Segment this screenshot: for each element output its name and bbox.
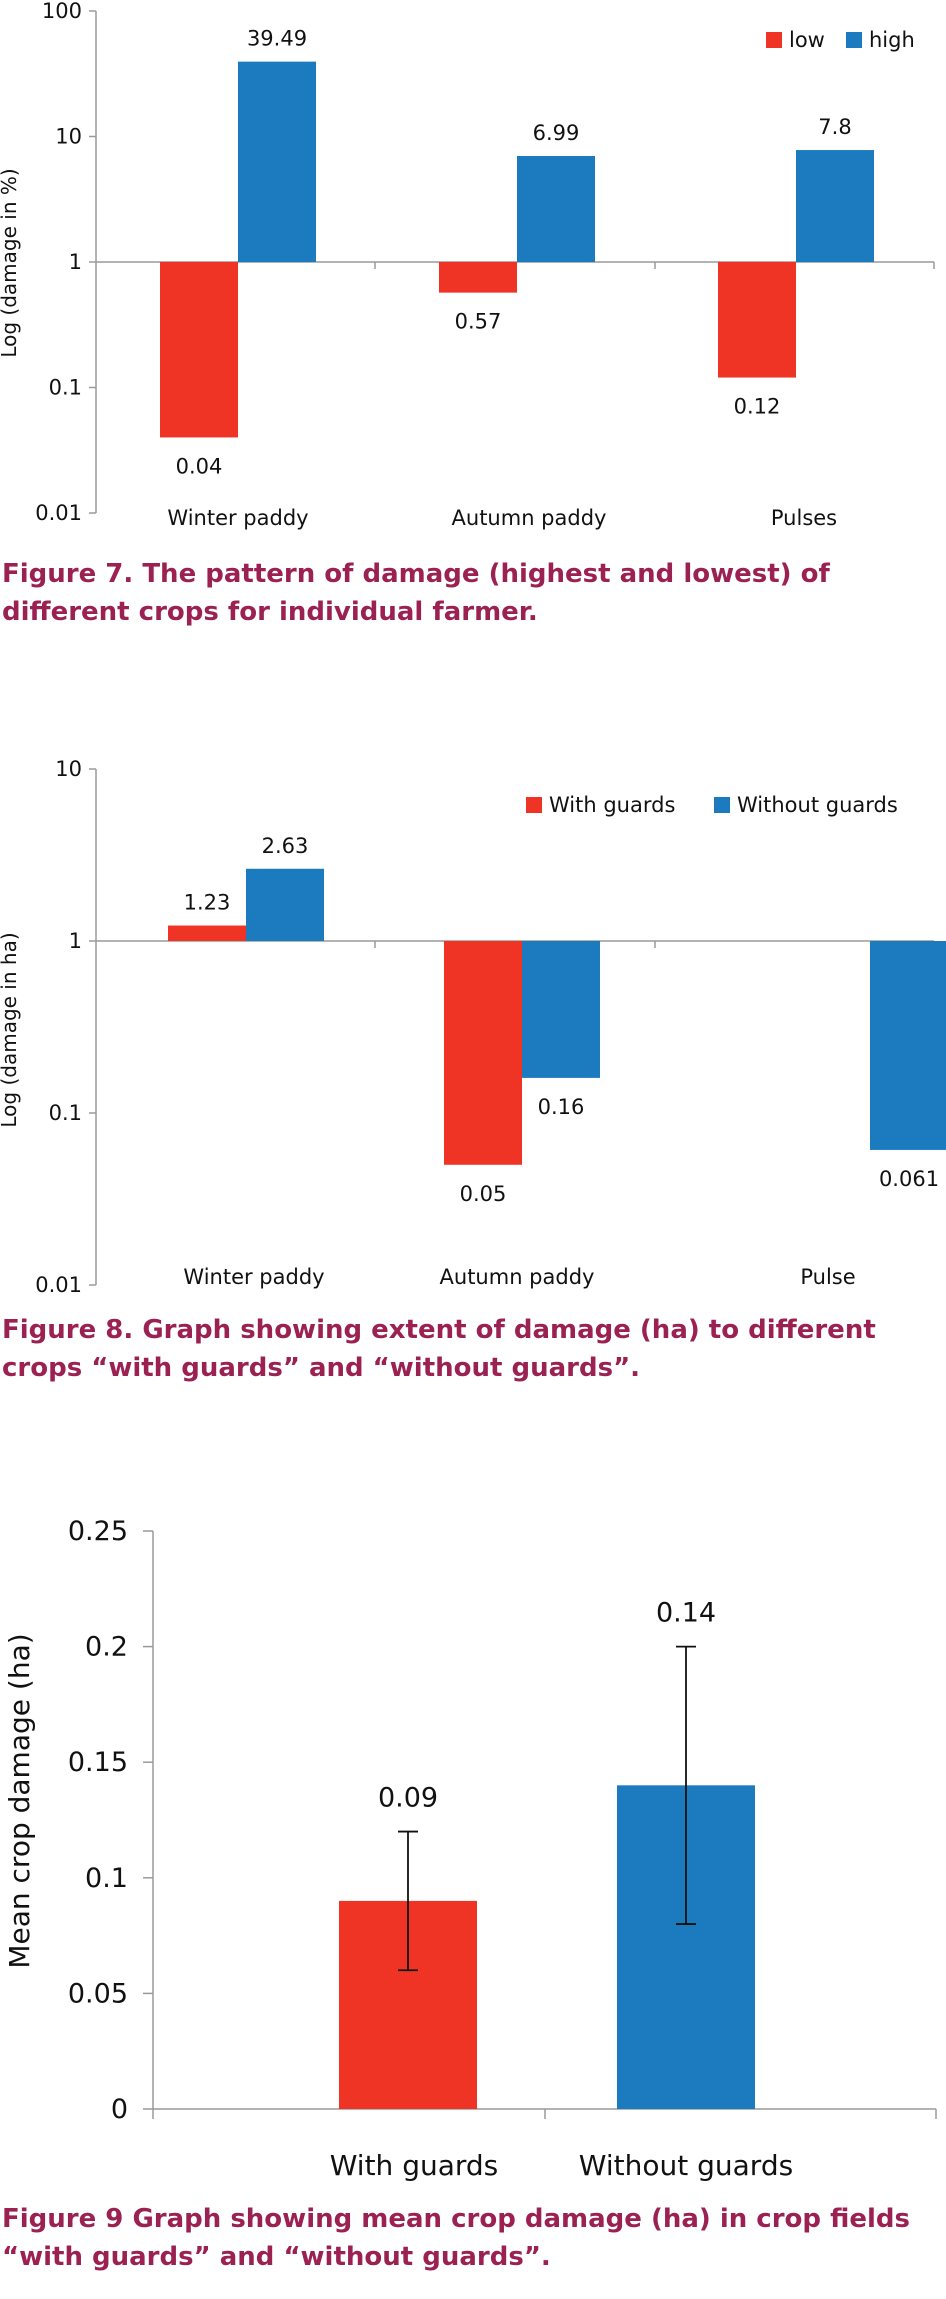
legend-swatch-low — [766, 32, 782, 48]
figure-7: 0.01 0.1 1 10 100 Log (damage in %) 0.04 0.57 0.… — [0, 0, 946, 660]
data-label: 0.061 — [879, 1167, 939, 1191]
category-label: Autumn paddy — [452, 506, 607, 530]
y-axis-title: Mean crop damage (ha) — [3, 1633, 36, 1968]
legend-swatch-without-guards — [714, 797, 730, 813]
y-tick-label: 0.1 — [85, 1863, 128, 1894]
legend-label: With guards — [549, 793, 675, 817]
figure-7-caption: Figure 7. The pattern of damage (highest… — [2, 559, 830, 627]
data-label: 2.63 — [262, 834, 309, 858]
figure-8: 0.01 0.1 1 10 Log (damage in ha) 1.23 0.05 2.63… — [0, 740, 946, 1420]
y-tick-label: 0.1 — [49, 376, 82, 400]
y-axis-title: Log (damage in %) — [0, 168, 21, 357]
legend-label: high — [869, 28, 915, 52]
data-label: 0.12 — [734, 395, 781, 419]
y-tick-label: 10 — [55, 757, 82, 781]
data-label: 0.09 — [378, 1783, 438, 1814]
y-tick-label: 0.15 — [68, 1747, 128, 1778]
y-tick-label: 0.2 — [85, 1632, 128, 1663]
figure-8-caption: Figure 8. Graph showing extent of damage… — [2, 1315, 876, 1383]
category-label: Autumn paddy — [440, 1265, 595, 1289]
y-tick-label: 1 — [69, 250, 82, 274]
data-label: 0.05 — [460, 1182, 507, 1206]
data-label: 0.16 — [538, 1095, 585, 1119]
y-axis-title: Log (damage in ha) — [0, 932, 21, 1127]
data-label: 7.8 — [818, 115, 851, 139]
data-label: 0.57 — [455, 310, 502, 334]
y-tick-label: 10 — [55, 125, 82, 149]
y-tick-label: 0.01 — [35, 1273, 82, 1297]
bar-without-guards — [870, 941, 946, 1150]
y-tick-label: 0.25 — [68, 1516, 128, 1547]
bar-high — [238, 61, 316, 262]
category-label: Without guards — [579, 2149, 793, 2182]
y-tick-label: 0 — [111, 2094, 128, 2125]
bar-low — [439, 262, 517, 293]
bar-high — [796, 150, 874, 262]
data-label: 0.14 — [656, 1598, 716, 1629]
legend-swatch-with-guards — [526, 797, 542, 813]
data-label: 6.99 — [533, 121, 580, 145]
bar-high — [517, 156, 595, 262]
figure-7-chart: 0.01 0.1 1 10 100 Log (damage in %) 0.04 0.57 0.… — [0, 0, 935, 530]
category-label: Winter paddy — [183, 1265, 324, 1289]
y-tick-label: 100 — [42, 0, 82, 23]
category-label: With guards — [330, 2149, 499, 2182]
category-label: Pulse — [800, 1265, 855, 1289]
figure-9-chart: 0 0.05 0.1 0.15 0.2 0.25 Mean crop damage (ha)… — [3, 1516, 937, 2182]
data-label: 0.04 — [176, 454, 223, 478]
data-label: 39.49 — [247, 27, 307, 51]
figure-9: 0 0.05 0.1 0.15 0.2 0.25 Mean crop damage (ha)… — [0, 1500, 946, 2280]
category-label: Winter paddy — [167, 506, 308, 530]
bar-with-guards — [168, 925, 246, 941]
figure-8-chart: 0.01 0.1 1 10 Log (damage in ha) 1.23 0.05 2.63… — [0, 757, 946, 1297]
legend-label: low — [789, 28, 825, 52]
legend-swatch-high — [846, 32, 862, 48]
bar-with-guards — [444, 941, 522, 1165]
legend-label: Without guards — [737, 793, 898, 817]
y-tick-label: 0.05 — [68, 1978, 128, 2009]
data-label: 1.23 — [184, 891, 231, 915]
bar-low — [718, 262, 796, 378]
bar-without-guards — [246, 868, 324, 941]
y-tick-label: 1 — [69, 929, 82, 953]
bar-low — [160, 262, 238, 438]
category-label: Pulses — [771, 506, 837, 530]
y-tick-label: 0.1 — [49, 1101, 82, 1125]
figure-9-caption: Figure 9 Graph showing mean crop damage … — [2, 2204, 910, 2272]
bar-without-guards — [522, 941, 600, 1078]
y-tick-label: 0.01 — [35, 501, 82, 525]
